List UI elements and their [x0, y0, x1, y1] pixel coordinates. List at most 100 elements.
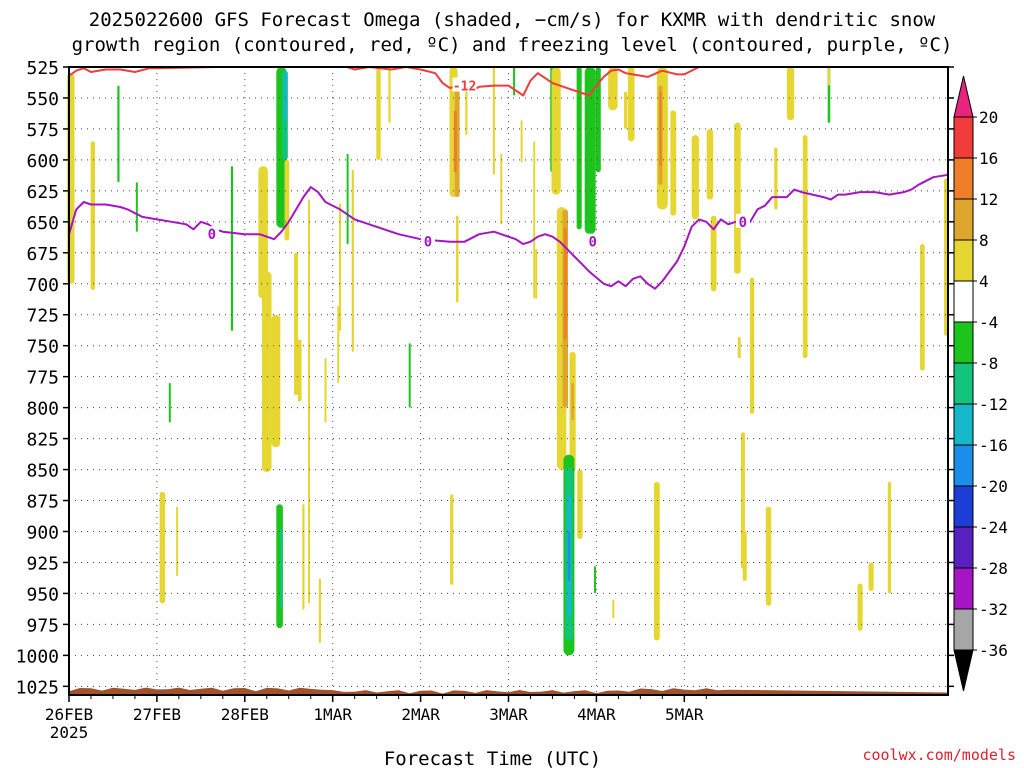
x-tick-label: 1MAR — [313, 705, 352, 724]
colorbar-top-arrow — [953, 75, 974, 118]
colorbar-label: -24 — [979, 518, 1008, 537]
omega-region-67 — [691, 135, 699, 220]
omega-region-9 — [262, 271, 272, 473]
chart-title-line-1: 2025022600 GFS Forecast Omega (shaded, −… — [88, 9, 936, 31]
credit-link[interactable]: coolwx.com/models — [862, 746, 1016, 764]
dgz-label: -12 — [453, 80, 476, 95]
x-tick-label: 26FEB — [45, 705, 93, 724]
x-tick-label: 27FEB — [133, 705, 181, 724]
x-year-label: 2025 — [50, 723, 89, 742]
omega-region-40 — [533, 141, 536, 299]
colorbar-swatch — [953, 321, 974, 364]
omega-region-82 — [868, 562, 874, 591]
omega-region-53 — [577, 469, 583, 539]
freezing-level-label-0-bg — [204, 226, 219, 241]
colorbar-swatch — [953, 198, 974, 241]
omega-region-57 — [594, 566, 597, 594]
omega-region-33 — [453, 110, 457, 173]
y-tick-label: 575 — [26, 120, 59, 141]
omega-region-1 — [90, 141, 96, 290]
colorbar-swatch — [953, 526, 974, 569]
colorbar-label: 8 — [979, 231, 989, 250]
omega-region-69 — [710, 215, 717, 292]
freezing-level-label-2-bg — [585, 233, 600, 248]
omega-region-8 — [258, 166, 268, 299]
omega-region-23 — [337, 306, 340, 383]
y-tick-label: 550 — [26, 89, 59, 110]
y-tick-label: 625 — [26, 182, 59, 203]
y-tick-label: 775 — [26, 368, 59, 389]
omega-region-65 — [659, 91, 662, 167]
x-axis-title: Forecast Time (UTC) — [384, 748, 601, 768]
y-tick-label: 1025 — [16, 677, 59, 698]
omega-region-22 — [324, 358, 327, 423]
colorbar-label: -32 — [979, 600, 1008, 619]
y-tick-label: 825 — [26, 430, 59, 451]
omega-region-37 — [500, 153, 503, 225]
omega-region-13 — [283, 70, 287, 121]
omega-region-19 — [302, 504, 305, 610]
omega-region-29 — [408, 343, 411, 408]
y-tick-label: 650 — [26, 213, 59, 234]
colorbar-swatch — [953, 608, 974, 651]
contours: 0 0 0 0 -12 — [68, 66, 949, 290]
y-tick-label: 925 — [26, 553, 59, 574]
omega-region-52 — [567, 531, 571, 582]
omega-region-80 — [827, 67, 831, 86]
colorbar-swatch — [953, 567, 974, 610]
colorbar: 20 16 12 8 4 -4 -8 -12 -16 -20 -24 -28 -32 -36 — [953, 75, 1008, 692]
y-tick-label: 800 — [26, 399, 59, 420]
omega-region-2 — [117, 85, 120, 183]
omega-region-60 — [627, 67, 635, 142]
omega-region-73 — [749, 277, 755, 414]
omega-region-81 — [857, 583, 863, 631]
omega-region-18 — [280, 529, 283, 609]
omega-region-55 — [584, 67, 596, 235]
omega-region-54 — [576, 67, 582, 230]
colorbar-label: 12 — [979, 190, 998, 209]
y-tick-label: 950 — [26, 584, 59, 605]
x-tick-label: 5MAR — [665, 705, 704, 724]
time-axis: 26FEB 27FEB 28FEB 1MAR 2MAR 3MAR 4MAR 5MAR 2025 F… — [45, 695, 707, 768]
omega-region-74 — [737, 337, 741, 359]
colorbar-label: 20 — [979, 108, 998, 127]
omega-region-48 — [571, 382, 574, 421]
omega-region-25 — [346, 153, 349, 245]
x-tick-label: 28FEB — [221, 705, 269, 724]
freezing-level-label-0: 0 — [208, 227, 216, 243]
colorbar-label: -20 — [979, 477, 1008, 496]
omega-region-70 — [734, 122, 741, 274]
y-tick-label: 1000 — [16, 646, 59, 667]
y-tick-label: 900 — [26, 522, 59, 543]
omega-region-59 — [612, 599, 615, 619]
x-tick-label: 4MAR — [577, 705, 616, 724]
y-tick-label: 700 — [26, 275, 59, 296]
chart-title-line-2: growth region (contoured, red, ºC) and f… — [71, 34, 953, 56]
omega-region-75 — [765, 506, 772, 606]
omega-region-36 — [492, 67, 495, 175]
omega-region-72 — [742, 531, 747, 582]
y-tick-label: 975 — [26, 615, 59, 636]
y-tick-label: 600 — [26, 151, 59, 172]
freezing-level-contour — [68, 173, 949, 290]
y-tick-label: 850 — [26, 461, 59, 482]
omega-region-28 — [388, 67, 391, 123]
omega-region-6 — [176, 506, 179, 577]
y-tick-label: 675 — [26, 244, 59, 265]
pressure-axis: 525 550 575 600 625 650 675 700 725 750 775 800 825 8… — [16, 58, 954, 698]
colorbar-swatch — [953, 239, 974, 282]
y-tick-label: 875 — [26, 492, 59, 513]
omega-region-3 — [135, 182, 138, 232]
colorbar-label: 16 — [979, 149, 998, 168]
omega-region-20 — [307, 199, 310, 604]
omega-region-21 — [318, 578, 321, 643]
colorbar-label: -12 — [979, 395, 1008, 414]
omega-region-58 — [608, 67, 618, 111]
colorbar-label: -16 — [979, 436, 1008, 455]
omega-region-46 — [563, 228, 567, 340]
omega-region-84 — [919, 244, 925, 371]
terrain-fill — [69, 687, 948, 695]
terrain-band — [69, 687, 948, 695]
colorbar-bottom-arrow — [953, 649, 974, 692]
